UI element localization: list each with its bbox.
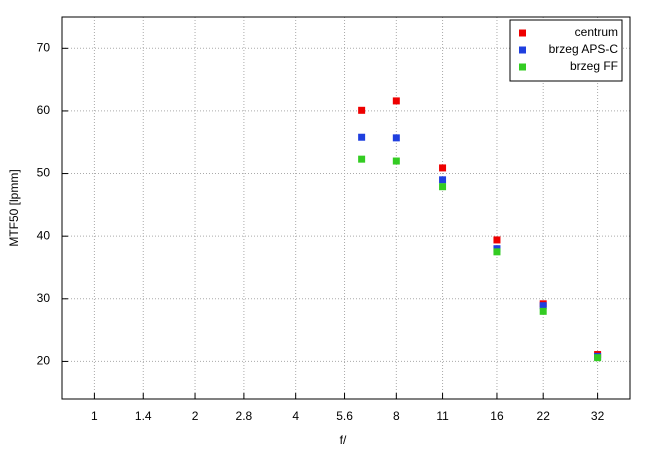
legend-box xyxy=(509,19,623,82)
point xyxy=(439,176,447,184)
y-axis-label: MTF50 [lpmm] xyxy=(7,169,21,246)
point xyxy=(594,354,602,362)
point xyxy=(439,183,447,191)
x-tick-label: 4 xyxy=(292,409,299,423)
point xyxy=(539,302,547,310)
point xyxy=(392,157,400,165)
x-tick-label: 11 xyxy=(436,409,449,423)
y-tick-label: 20 xyxy=(37,354,51,368)
point xyxy=(392,97,400,105)
x-tick-label: 1.4 xyxy=(135,409,152,423)
y-tick-label: 60 xyxy=(37,103,51,117)
point xyxy=(493,236,501,244)
plot-frame xyxy=(61,16,631,400)
x-tick-label: 22 xyxy=(537,409,551,423)
point xyxy=(358,106,366,114)
y-tick-label: 30 xyxy=(37,291,51,305)
legend-marker xyxy=(519,63,526,71)
x-tick-label: 2.8 xyxy=(236,409,253,423)
x-tick-label: 32 xyxy=(591,409,605,423)
y-tick-label: 50 xyxy=(37,166,51,180)
point xyxy=(439,164,447,172)
point xyxy=(539,307,547,315)
x-tick-label: 8 xyxy=(393,409,400,423)
x-tick-label: 5.6 xyxy=(336,409,353,423)
x-tick-label: 16 xyxy=(490,409,504,423)
point xyxy=(358,133,366,141)
y-tick-label: 70 xyxy=(37,40,51,54)
point xyxy=(392,134,400,142)
legend-label: brzeg APS-C xyxy=(549,42,619,56)
x-axis-label: f/ xyxy=(340,433,347,447)
x-tick-label: 2 xyxy=(192,409,199,423)
point xyxy=(358,155,366,163)
legend-marker xyxy=(519,46,526,54)
y-tick-label: 40 xyxy=(37,228,51,242)
legend-marker xyxy=(519,29,526,37)
legend-label: brzeg FF xyxy=(570,59,618,73)
legend-label: centrum xyxy=(575,25,618,39)
point xyxy=(493,248,501,256)
x-tick-label: 1 xyxy=(91,409,98,423)
